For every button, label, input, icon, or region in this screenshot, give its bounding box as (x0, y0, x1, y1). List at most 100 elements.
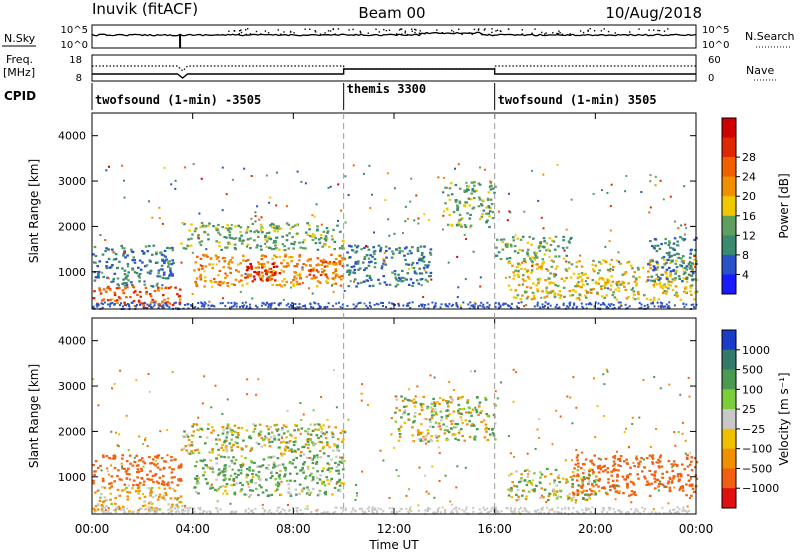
data-cell (326, 468, 330, 471)
data-cell (114, 496, 117, 500)
data-cell (324, 437, 328, 440)
data-cell (94, 254, 98, 258)
data-cell (236, 445, 240, 448)
colorbar-swatch (722, 176, 736, 197)
noise-dot (638, 28, 640, 30)
ground-cell (449, 511, 452, 514)
data-cell (546, 467, 549, 471)
data-cell (690, 248, 693, 251)
data-cell (443, 177, 445, 179)
data-cell (226, 224, 229, 227)
data-cell (191, 293, 194, 295)
data-cell (163, 298, 166, 301)
ground-cell (462, 301, 465, 304)
data-cell (531, 291, 535, 294)
data-cell (123, 284, 127, 287)
ground-cell (499, 305, 502, 308)
ground-cell (199, 506, 202, 509)
data-cell (445, 417, 448, 420)
data-cell (461, 422, 464, 425)
data-cell (683, 185, 686, 188)
noise-tick-top-right: 10^5 (702, 25, 729, 36)
ground-cell (400, 508, 403, 511)
data-cell (118, 260, 121, 263)
data-cell (230, 429, 233, 432)
data-cell (101, 454, 105, 457)
data-cell (533, 490, 536, 493)
data-cell (626, 486, 629, 489)
data-cell (597, 485, 600, 488)
data-cell (255, 465, 259, 468)
ground-cell (641, 506, 644, 509)
data-cell (460, 225, 463, 228)
data-cell (457, 431, 461, 435)
ground-cell (420, 305, 423, 308)
data-cell (689, 290, 692, 293)
data-cell (293, 271, 296, 274)
data-cell (199, 459, 203, 462)
data-cell (602, 465, 605, 468)
data-cell (669, 477, 672, 481)
data-cell (690, 284, 694, 287)
data-cell (549, 472, 553, 476)
data-cell (209, 485, 213, 488)
data-cell (619, 464, 622, 468)
data-cell (223, 467, 226, 470)
data-cell (548, 237, 552, 240)
data-cell (417, 259, 421, 262)
data-cell (459, 396, 463, 399)
ground-cell (186, 506, 189, 509)
ground-cell (581, 508, 584, 511)
data-cell (328, 470, 332, 473)
data-cell (513, 250, 517, 253)
ground-cell (119, 509, 122, 511)
data-cell (259, 277, 262, 280)
data-cell (679, 473, 683, 476)
data-cell (322, 261, 325, 264)
data-cell (584, 458, 588, 461)
data-cell (160, 457, 164, 460)
data-cell (411, 266, 414, 269)
data-cell (316, 228, 319, 231)
ground-cell (368, 510, 370, 512)
data-cell (607, 268, 610, 271)
data-cell (246, 393, 249, 396)
colorbar-tick-label: 25 (742, 403, 756, 416)
noise-dot (289, 31, 292, 33)
data-cell (645, 457, 649, 460)
data-cell (488, 433, 492, 436)
noise-dot (396, 33, 398, 35)
data-cell (519, 479, 523, 482)
data-cell (298, 492, 301, 495)
data-cell (265, 467, 268, 470)
ground-cell (342, 509, 345, 512)
data-cell (226, 284, 230, 287)
data-cell (305, 264, 308, 267)
data-cell (354, 262, 357, 265)
data-cell (146, 445, 149, 448)
data-cell (603, 415, 605, 417)
ground-cell (440, 303, 443, 306)
data-cell (436, 439, 439, 442)
data-cell (544, 279, 547, 282)
data-cell (563, 249, 566, 252)
data-cell (588, 497, 592, 500)
data-cell (573, 467, 576, 470)
data-cell (207, 423, 210, 426)
data-cell (590, 288, 593, 291)
data-cell (365, 245, 368, 247)
data-cell (286, 409, 289, 412)
data-cell (198, 212, 201, 215)
data-cell (328, 262, 331, 265)
data-cell (331, 493, 334, 496)
data-cell (326, 281, 329, 284)
data-cell (241, 242, 244, 245)
data-cell (93, 245, 97, 249)
data-cell (574, 290, 578, 293)
data-cell (333, 444, 336, 447)
ground-cell (451, 509, 454, 512)
data-cell (251, 469, 255, 472)
data-cell (153, 509, 157, 513)
data-cell (679, 475, 683, 478)
data-cell (179, 465, 183, 468)
